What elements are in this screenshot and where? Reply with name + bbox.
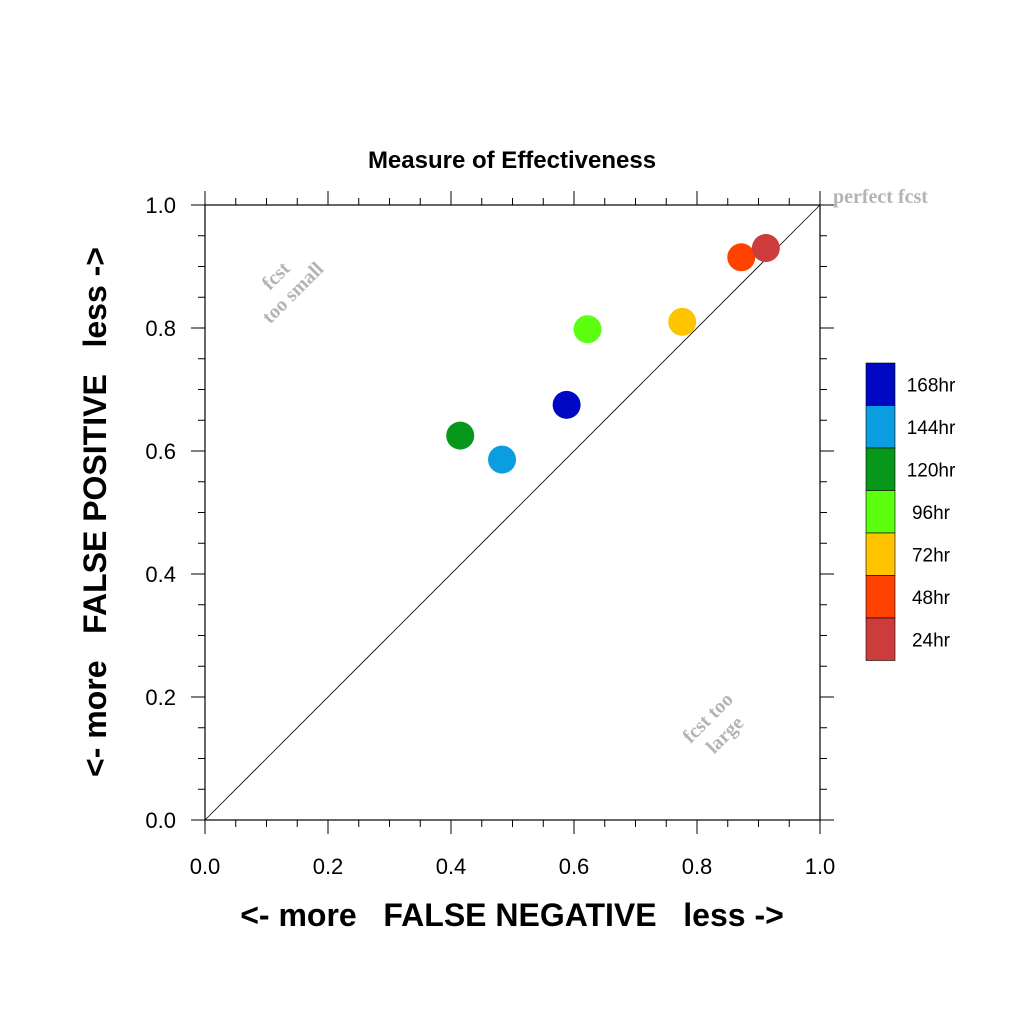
legend-label-120hr: 120hr xyxy=(907,460,956,481)
y-tick-label: 0.4 xyxy=(145,562,176,587)
y-tick-label: 0.2 xyxy=(145,685,176,710)
data-point-168hr xyxy=(552,390,581,419)
legend-swatch-168hr xyxy=(865,362,896,406)
x-tick-label: 1.0 xyxy=(805,854,836,879)
annotation-fcst-too-small: fcst too small xyxy=(258,257,329,328)
legend-label-24hr: 24hr xyxy=(912,630,951,651)
y-tick-labels: 0.0 0.2 0.4 0.6 0.8 1.0 xyxy=(145,193,176,833)
chart-title: Measure of Effectiveness xyxy=(368,147,656,174)
data-point-144hr xyxy=(488,445,517,474)
y-axis-title: <- more FALSE POSITIVE less -> xyxy=(77,247,113,777)
legend-swatch-72hr xyxy=(865,532,896,576)
data-point-96hr xyxy=(573,315,602,344)
legend-label-144hr: 144hr xyxy=(907,418,956,439)
x-tick-labels: 0.0 0.2 0.4 0.6 0.8 1.0 xyxy=(190,854,836,879)
data-point-72hr xyxy=(668,307,697,336)
x-tick-label: 0.6 xyxy=(559,854,590,879)
annotation-perfect-fcst: perfect fcst xyxy=(833,186,928,208)
legend-label-48hr: 48hr xyxy=(912,588,951,609)
perfect-forecast-line xyxy=(204,204,821,821)
data-point-24hr xyxy=(751,234,780,263)
legend: 168hr 144hr 120hr 96hr 72hr 48hr 24hr xyxy=(865,362,956,661)
axis-ticks xyxy=(191,191,834,834)
x-axis-title: <- more FALSE NEGATIVE less -> xyxy=(240,897,784,933)
legend-swatch-120hr xyxy=(865,447,896,491)
annotation-fcst-too-large: fcst too large xyxy=(679,689,749,759)
x-tick-label: 0.8 xyxy=(682,854,713,879)
legend-label-72hr: 72hr xyxy=(912,545,951,566)
x-tick-label: 0.4 xyxy=(436,854,467,879)
x-tick-label: 0.0 xyxy=(190,854,221,879)
legend-swatch-144hr xyxy=(865,405,896,449)
legend-label-96hr: 96hr xyxy=(912,503,951,524)
y-tick-label: 0.8 xyxy=(145,316,176,341)
legend-label-168hr: 168hr xyxy=(907,375,956,396)
y-tick-label: 0.6 xyxy=(145,439,176,464)
data-point-120hr xyxy=(446,421,475,450)
legend-swatch-96hr xyxy=(865,490,896,534)
data-point-48hr xyxy=(727,243,756,272)
x-tick-label: 0.2 xyxy=(313,854,344,879)
legend-swatch-24hr xyxy=(865,617,896,661)
y-tick-label: 0.0 xyxy=(145,808,176,833)
legend-swatch-48hr xyxy=(865,575,896,619)
data-points xyxy=(446,234,780,474)
y-tick-label: 1.0 xyxy=(145,193,176,218)
